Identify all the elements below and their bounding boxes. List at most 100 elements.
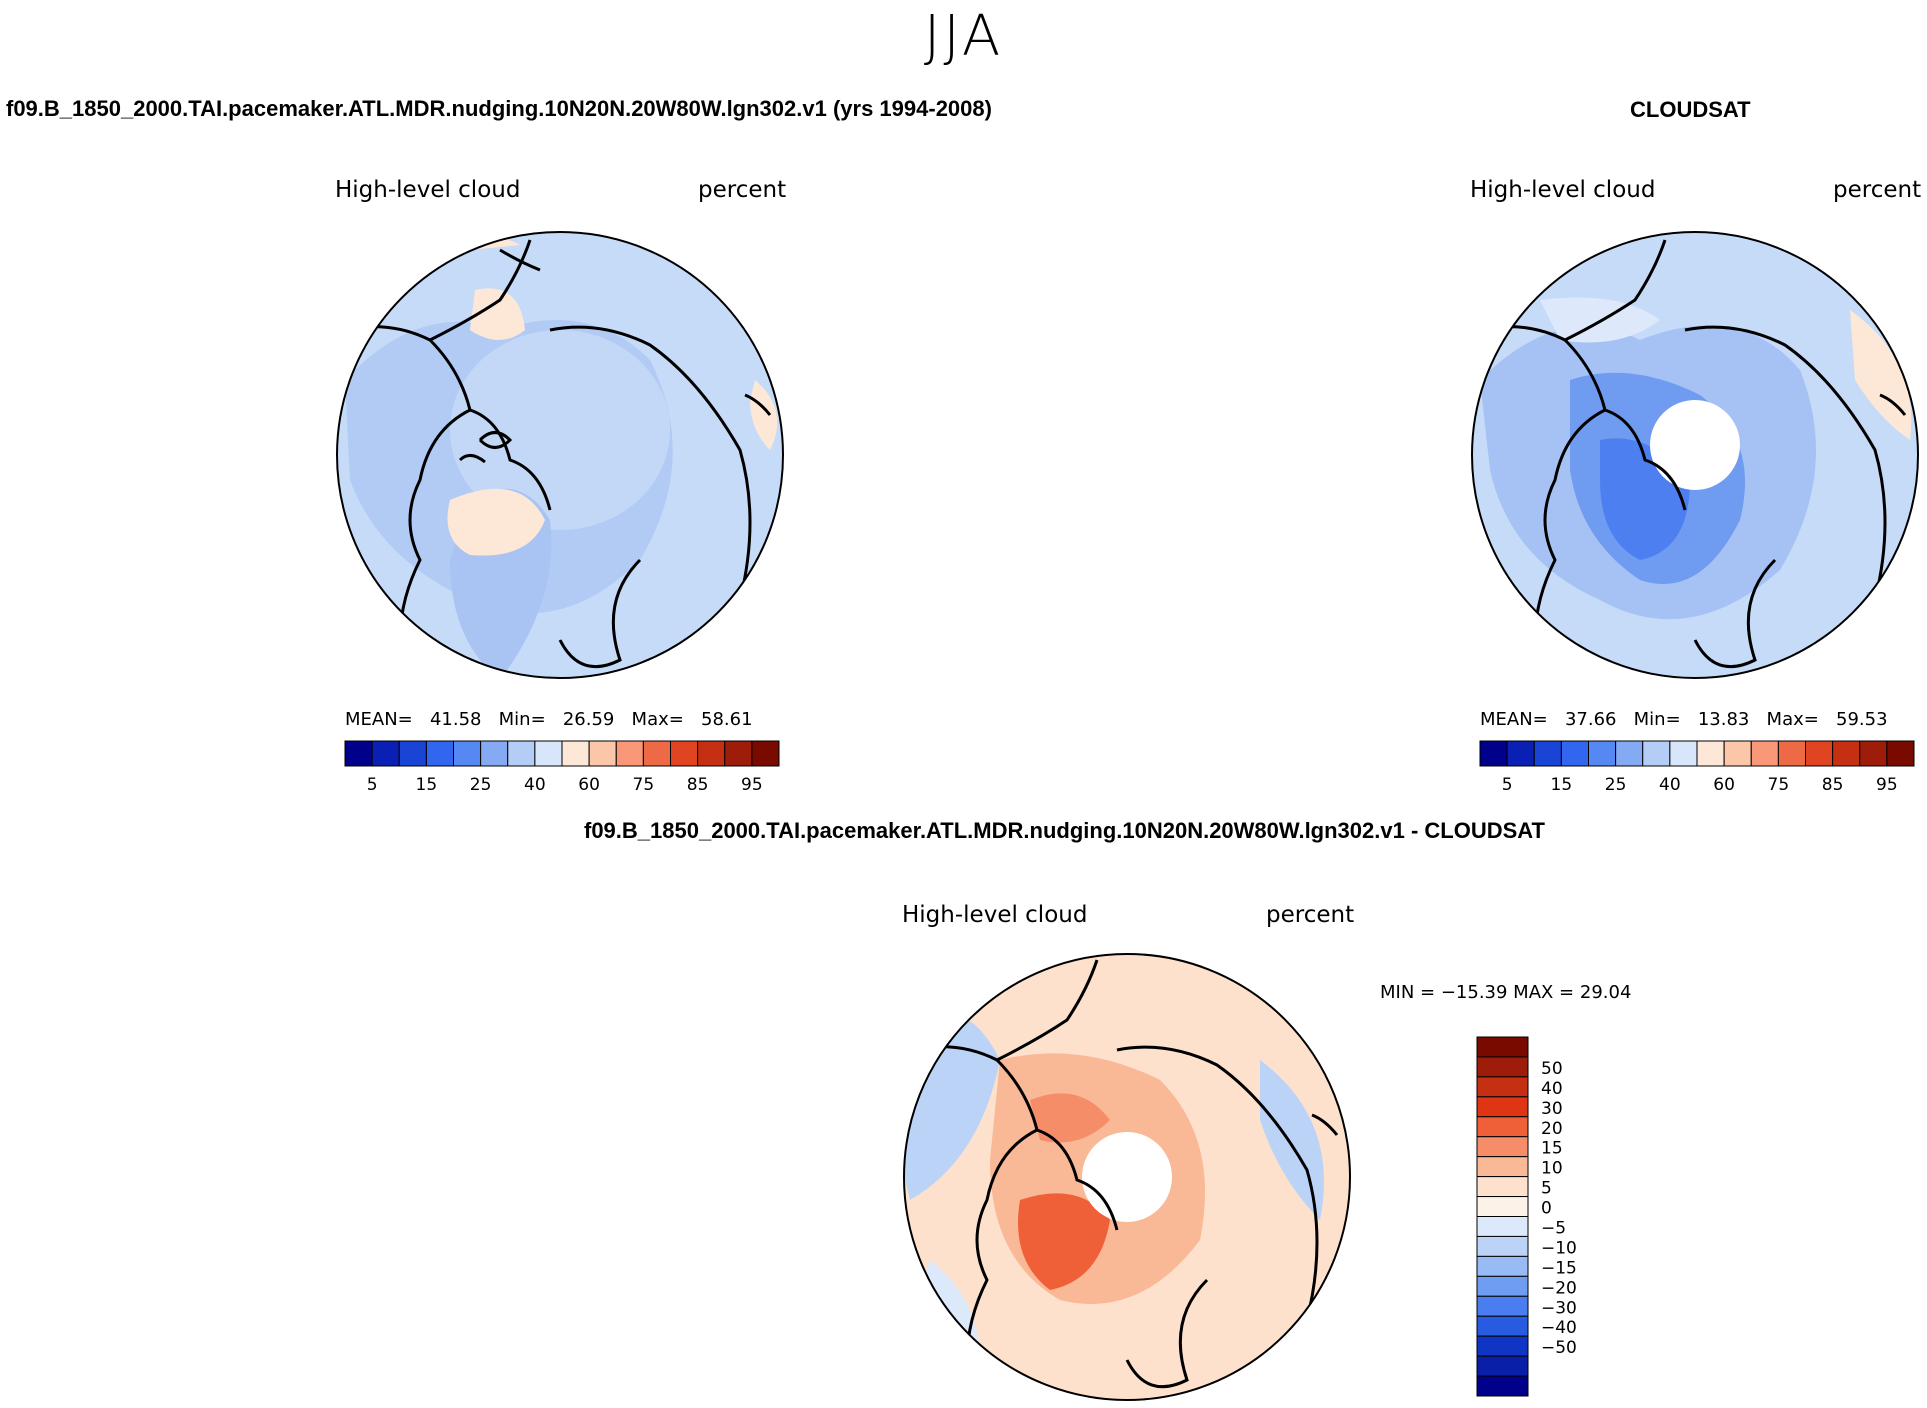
obs-mean-label: MEAN= (1480, 709, 1548, 730)
model-units-label: percent (698, 177, 787, 203)
obs-colorbar-box (1669, 740, 1698, 767)
diff-colorbar-box (1476, 1355, 1529, 1377)
obs-max-label: Max= (1766, 709, 1819, 730)
model-colorbar-box (588, 740, 617, 767)
diff-map (904, 954, 1350, 1400)
diff-colorbar-box (1476, 1235, 1529, 1257)
season-title: JJA (923, 4, 1004, 69)
model-map (337, 232, 783, 678)
obs-colorbar-box (1750, 740, 1779, 767)
model-colorbar-box (425, 740, 454, 767)
diff-colorbar-tick-label: −10 (1541, 1238, 1577, 1258)
diff-colorbar-tick-label: 40 (1541, 1079, 1563, 1099)
model-field-east (750, 380, 778, 450)
model-colorbar-box (561, 740, 590, 767)
model-colorbar-tick-label: 95 (741, 775, 763, 795)
diff-coastlines (911, 959, 1339, 1389)
model-field-arctic (450, 330, 670, 530)
model-field-pacific (470, 288, 525, 340)
diff-colorbar-box (1476, 1136, 1529, 1158)
obs-min-label: Min= (1633, 709, 1681, 730)
obs-colorbar-box (1805, 740, 1834, 767)
obs-colorbar-box (1859, 740, 1888, 767)
diff-colorbar-box (1476, 1275, 1529, 1297)
model-colorbar-box (751, 740, 780, 767)
model-colorbar-tick-label: 40 (524, 775, 546, 795)
model-colorbar-box (344, 740, 373, 767)
diff-colorbar-box (1476, 1335, 1529, 1357)
model-colorbar-tick-label: 60 (578, 775, 600, 795)
obs-colorbar-tick-label: 95 (1876, 775, 1898, 795)
diff-colorbar-tick-label: −15 (1541, 1258, 1577, 1278)
diff-colorbar-box (1476, 1315, 1529, 1337)
diff-field-canada-pos (1030, 1093, 1110, 1143)
diff-colorbar-box (1476, 1096, 1529, 1118)
obs-field-east (1850, 310, 1912, 440)
diff-panel-title: f09.B_1850_2000.TAI.pacemaker.ATL.MDR.nu… (584, 818, 1545, 843)
obs-units-label: percent (1833, 177, 1922, 203)
model-max-value: 58.61 (701, 709, 753, 730)
model-colorbar-box (615, 740, 644, 767)
model-min-label: Min= (498, 709, 546, 730)
obs-panel-title: CLOUDSAT (1630, 97, 1751, 122)
model-mean-label: MEAN= (345, 709, 413, 730)
diff-field-atlantic-neg (1260, 1060, 1324, 1220)
diff-colorbar-box (1476, 1056, 1529, 1078)
obs-colorbar-box (1479, 740, 1508, 767)
model-colorbar-box (724, 740, 753, 767)
model-colorbar-box (480, 740, 509, 767)
diff-colorbar-tick-label: 50 (1541, 1059, 1563, 1079)
model-colorbar-tick-label: 25 (470, 775, 492, 795)
obs-colorbar-box (1588, 740, 1617, 767)
model-map-border (336, 231, 784, 679)
obs-colorbar-box (1832, 740, 1861, 767)
model-colorbar-box (371, 740, 400, 767)
diff-colorbar-box (1476, 1076, 1529, 1098)
model-panel-title: f09.B_1850_2000.TAI.pacemaker.ATL.MDR.nu… (6, 96, 992, 121)
diff-colorbar-tick-label: −50 (1541, 1338, 1577, 1358)
diff-colorbar-box (1476, 1196, 1529, 1217)
obs-colorbar-box (1615, 740, 1644, 767)
diff-colorbar-box (1476, 1156, 1529, 1178)
diff-minmax: MIN = −15.39 MAX = 29.04 (1380, 982, 1632, 1003)
diff-map-border (903, 953, 1351, 1401)
obs-colorbar-tick-label: 15 (1551, 775, 1573, 795)
obs-colorbar-box (1723, 740, 1752, 767)
model-colorbar-box (670, 740, 699, 767)
obs-colorbar-box (1506, 740, 1535, 767)
diff-variable-label: High-level cloud (902, 902, 1088, 928)
obs-colorbar-tick-label: 60 (1713, 775, 1735, 795)
obs-coastlines (1479, 239, 1907, 669)
diff-colorbar-box (1476, 1295, 1529, 1317)
model-colorbar-tick-label: 5 (367, 775, 378, 795)
model-field-greenland (447, 488, 545, 556)
obs-max-value: 59.53 (1836, 709, 1888, 730)
model-coastlines (344, 239, 772, 669)
model-colorbar-box (534, 740, 563, 767)
obs-colorbar-tick-label: 85 (1822, 775, 1844, 795)
diff-colorbar-tick-label: −20 (1541, 1278, 1577, 1298)
obs-colorbar-tick-label: 5 (1502, 775, 1513, 795)
model-colorbar-box (507, 740, 536, 767)
model-colorbar-tick-label: 75 (633, 775, 655, 795)
diff-field-greenland-pos (1018, 1193, 1110, 1290)
obs-colorbar-box (1777, 740, 1806, 767)
diff-colorbar-tick-label: 20 (1541, 1119, 1563, 1139)
model-mean-value: 41.58 (429, 709, 482, 730)
model-colorbar-box (697, 740, 726, 767)
obs-colorbar-box (1560, 740, 1589, 767)
obs-colorbar: 5 15 25 40 60 75 85 95 (1479, 740, 1915, 795)
diff-colorbar-box (1476, 1116, 1529, 1138)
obs-map-border (1471, 231, 1919, 679)
obs-colorbar-tick-label: 75 (1768, 775, 1790, 795)
obs-min-value: 13.83 (1697, 709, 1750, 730)
obs-map (1472, 232, 1918, 678)
diff-colorbar-tick-label: −30 (1541, 1298, 1577, 1318)
diff-colorbar-tick-label: 0 (1541, 1199, 1552, 1219)
model-colorbar-tick-label: 15 (416, 775, 438, 795)
obs-colorbar-box (1533, 740, 1562, 767)
model-stats: MEAN= 41.58 Min= 26.59 Max= 58.61 (345, 709, 753, 730)
diff-missing-cap (1082, 1132, 1172, 1222)
